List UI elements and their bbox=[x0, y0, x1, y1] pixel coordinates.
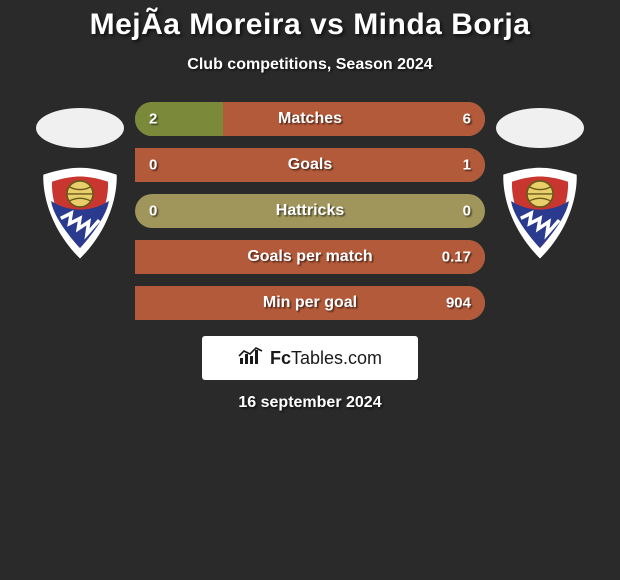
stats-column: Matches 2 6 Goals 0 1 Hattricks 0 0 Goals per mat… bbox=[135, 102, 485, 320]
stat-label: Goals per match bbox=[247, 248, 372, 266]
fctables-logo: FcTables.com bbox=[202, 336, 418, 380]
stat-bar: Hattricks 0 0 bbox=[135, 194, 485, 228]
subtitle: Club competitions, Season 2024 bbox=[187, 56, 432, 74]
stat-bar: Goals per match 0.17 bbox=[135, 240, 485, 274]
stat-value-left: 0 bbox=[149, 203, 157, 220]
shield-icon bbox=[36, 166, 124, 262]
stat-label: Min per goal bbox=[263, 294, 357, 312]
right-player-avatar bbox=[496, 108, 584, 148]
chart-icon bbox=[238, 346, 264, 371]
stat-label: Goals bbox=[288, 156, 332, 174]
stat-value-left: 2 bbox=[149, 111, 157, 128]
stat-label: Hattricks bbox=[276, 202, 344, 220]
right-club-badge bbox=[496, 166, 584, 262]
right-player-col bbox=[485, 102, 595, 262]
stat-value-right: 6 bbox=[463, 111, 471, 128]
stat-value-right: 904 bbox=[446, 295, 471, 312]
comparison-row: Matches 2 6 Goals 0 1 Hattricks 0 0 Goals per mat… bbox=[0, 102, 620, 320]
logo-text: FcTables.com bbox=[270, 348, 382, 369]
left-club-badge bbox=[36, 166, 124, 262]
shield-icon bbox=[496, 166, 584, 262]
page-title: MejÃ­a Moreira vs Minda Borja bbox=[90, 8, 531, 42]
stat-bar: Min per goal 904 bbox=[135, 286, 485, 320]
stat-segment-right bbox=[223, 102, 486, 136]
stat-value-left: 0 bbox=[149, 157, 157, 174]
left-player-col bbox=[25, 102, 135, 262]
stat-value-right: 1 bbox=[463, 157, 471, 174]
left-player-avatar bbox=[36, 108, 124, 148]
date-label: 16 september 2024 bbox=[238, 394, 381, 412]
stat-value-right: 0.17 bbox=[442, 249, 471, 266]
stat-bar: Goals 0 1 bbox=[135, 148, 485, 182]
stat-bar: Matches 2 6 bbox=[135, 102, 485, 136]
stat-label: Matches bbox=[278, 110, 342, 128]
stat-value-right: 0 bbox=[463, 203, 471, 220]
